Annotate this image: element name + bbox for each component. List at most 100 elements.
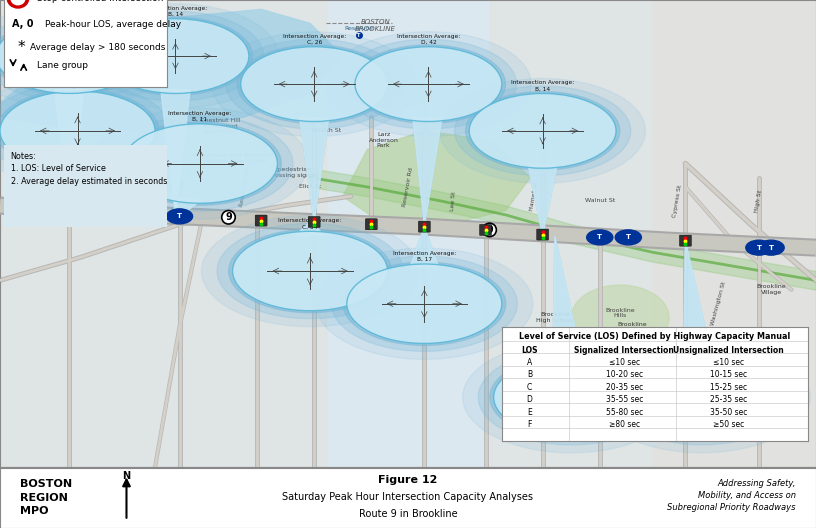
Ellipse shape: [233, 231, 388, 311]
Ellipse shape: [463, 342, 680, 453]
Ellipse shape: [0, 17, 146, 96]
FancyBboxPatch shape: [480, 224, 491, 235]
Text: Hammond St: Hammond St: [166, 110, 177, 152]
Text: Stop-controlled Intersection: Stop-controlled Intersection: [37, 0, 163, 3]
Text: Health St: Health St: [118, 149, 127, 178]
Polygon shape: [295, 222, 325, 235]
Circle shape: [746, 240, 772, 255]
FancyBboxPatch shape: [255, 215, 267, 226]
Text: F: F: [527, 420, 531, 429]
Text: Intersection Average:
B, 14: Intersection Average: B, 14: [670, 344, 734, 355]
Ellipse shape: [0, 91, 155, 171]
Text: Washington St: Washington St: [710, 281, 726, 326]
Ellipse shape: [226, 39, 402, 129]
Text: Intersection Average:
B, 17: Intersection Average: B, 17: [392, 251, 456, 262]
Ellipse shape: [440, 79, 645, 183]
FancyBboxPatch shape: [653, 0, 816, 467]
Text: BOSTON
REGION
MPO: BOSTON REGION MPO: [20, 479, 73, 516]
Ellipse shape: [118, 122, 282, 205]
Text: 15-25 sec: 15-25 sec: [710, 383, 747, 392]
Text: Unsignalized Intersection: Unsignalized Intersection: [673, 345, 783, 354]
Circle shape: [138, 210, 148, 215]
Ellipse shape: [228, 229, 392, 313]
Text: T: T: [597, 234, 602, 240]
Polygon shape: [343, 131, 530, 224]
FancyBboxPatch shape: [0, 0, 180, 210]
Text: T: T: [756, 244, 761, 251]
Text: 35-55 sec: 35-55 sec: [605, 395, 643, 404]
Text: Intersection Average:
B, 14: Intersection Average: B, 14: [144, 6, 207, 17]
Ellipse shape: [490, 355, 653, 439]
Polygon shape: [161, 90, 190, 217]
Circle shape: [11, 0, 24, 5]
Ellipse shape: [0, 75, 186, 186]
Text: Saturday Peak Hour Intersection Capacity Analyses: Saturday Peak Hour Intersection Capacity…: [282, 492, 534, 502]
Circle shape: [166, 209, 193, 224]
Text: Chestnut Hill
Benevolent
Association: Chestnut Hill Benevolent Association: [200, 118, 241, 135]
Text: 9: 9: [486, 225, 493, 235]
Text: Intersection Average:
D, 47: Intersection Average: D, 47: [38, 6, 101, 17]
Polygon shape: [410, 227, 439, 268]
FancyBboxPatch shape: [490, 0, 816, 233]
Text: Intersection Average:
F, 88: Intersection Average: F, 88: [46, 78, 109, 89]
Polygon shape: [413, 118, 442, 227]
Polygon shape: [0, 10, 343, 131]
FancyBboxPatch shape: [490, 233, 816, 467]
Text: Hamet St: Hamet St: [530, 181, 539, 211]
Text: 35-50 sec: 35-50 sec: [710, 408, 747, 417]
Text: Cypress St: Cypress St: [672, 184, 683, 218]
Text: Notes:
1. LOS: Level of Service
2. Average delay estimated in seconds: Notes: 1. LOS: Level of Service 2. Avera…: [11, 152, 167, 186]
FancyBboxPatch shape: [308, 216, 320, 228]
Text: Reservoir Rd: Reservoir Rd: [402, 167, 414, 207]
Text: 10-20 sec: 10-20 sec: [605, 371, 643, 380]
Text: T: T: [769, 244, 774, 251]
FancyBboxPatch shape: [180, 0, 326, 224]
Text: N: N: [122, 471, 131, 481]
Text: Brookline
Hills: Brookline Hills: [618, 322, 647, 333]
Circle shape: [7, 0, 29, 8]
Text: Route 9 in Brookline: Route 9 in Brookline: [359, 508, 457, 518]
Ellipse shape: [73, 4, 278, 108]
Circle shape: [102, 206, 118, 216]
Text: *: *: [17, 40, 24, 55]
Ellipse shape: [107, 116, 293, 211]
Text: Brookline
Village: Brookline Village: [756, 284, 786, 295]
Text: 25-35 sec: 25-35 sec: [710, 395, 747, 404]
Text: T: T: [626, 234, 631, 240]
Ellipse shape: [102, 18, 249, 93]
Text: E: E: [527, 408, 532, 417]
FancyBboxPatch shape: [0, 0, 816, 467]
Text: Eliot St: Eliot St: [299, 184, 322, 190]
Text: Lee St: Lee St: [450, 191, 456, 211]
Text: T: T: [357, 33, 361, 37]
Text: Larz
Anderson
Park: Larz Anderson Park: [369, 132, 398, 148]
Ellipse shape: [609, 350, 795, 445]
Polygon shape: [683, 241, 712, 362]
Text: ≤10 sec: ≤10 sec: [712, 358, 744, 367]
Text: A: A: [527, 358, 532, 367]
Text: Average delay > 180 seconds: Average delay > 180 seconds: [30, 43, 166, 52]
Polygon shape: [60, 166, 89, 213]
Text: 55-80 sec: 55-80 sec: [605, 408, 643, 417]
Polygon shape: [553, 236, 583, 362]
Circle shape: [118, 207, 135, 216]
FancyBboxPatch shape: [0, 210, 180, 467]
Ellipse shape: [620, 355, 783, 439]
Polygon shape: [161, 90, 190, 217]
Polygon shape: [172, 196, 201, 217]
Ellipse shape: [355, 47, 502, 121]
Ellipse shape: [0, 11, 157, 101]
Ellipse shape: [455, 86, 631, 176]
Polygon shape: [553, 236, 583, 362]
Text: Signalized Intersection: Signalized Intersection: [574, 345, 674, 354]
Ellipse shape: [331, 256, 517, 352]
Ellipse shape: [343, 262, 506, 345]
FancyBboxPatch shape: [366, 219, 377, 230]
Text: Health St: Health St: [312, 128, 341, 134]
Text: Intersection Average:
B, 14: Intersection Average: B, 14: [511, 80, 574, 91]
Text: Intersection Average:
C, 26: Intersection Average: C, 26: [282, 34, 346, 45]
FancyBboxPatch shape: [537, 229, 548, 240]
Text: Peak-hour LOS, average delay: Peak-hour LOS, average delay: [45, 20, 181, 29]
FancyBboxPatch shape: [594, 232, 605, 243]
Ellipse shape: [122, 124, 277, 203]
